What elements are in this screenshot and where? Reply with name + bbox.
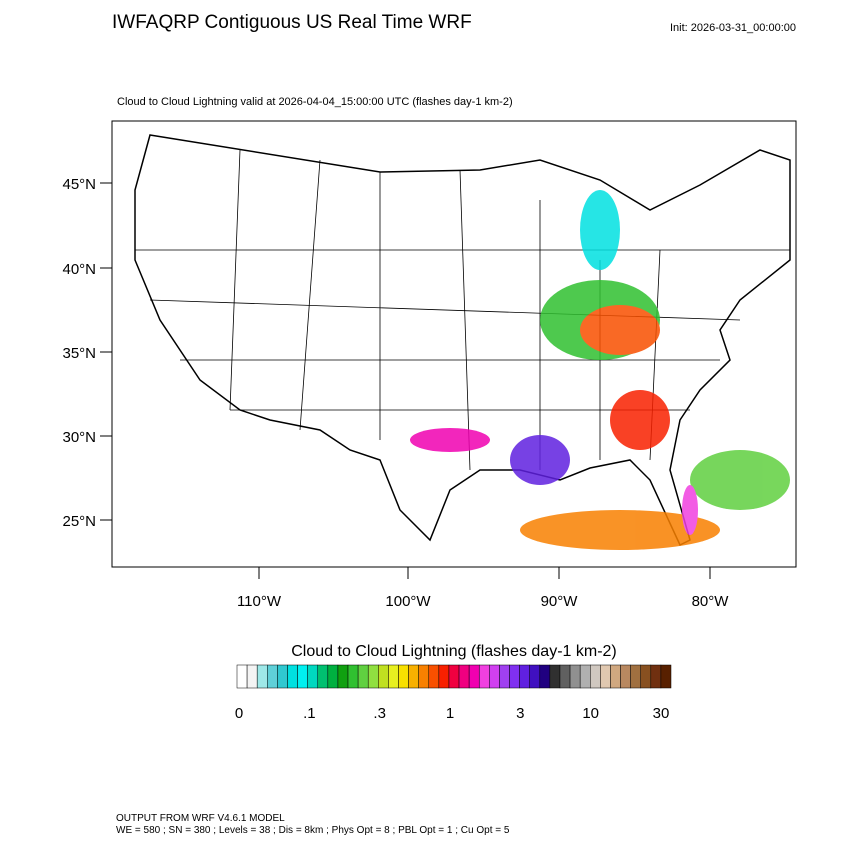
lightning-field: [410, 190, 790, 550]
map-subtitle: Cloud to Cloud Lightning valid at 2026-0…: [117, 96, 513, 108]
colorbar-box: [499, 664, 510, 689]
colorbar-box: [458, 664, 470, 689]
colorbar-box: [509, 664, 520, 689]
colorbar-box: [256, 664, 268, 689]
colorbar-box: [600, 664, 611, 689]
map: 45°N 40°N 35°N 30°N 25°N 110°W 100°W 90°W 80°W: [62, 120, 797, 610]
colorbar-box: [388, 664, 399, 689]
lat-label: 45°N: [62, 176, 96, 193]
map-frame: [111, 120, 797, 568]
colorbar-box: [327, 664, 339, 689]
colorbar-box: [610, 664, 621, 689]
colorbar-box: [620, 664, 631, 689]
init-time: Init: 2026-03-31_00:00:00: [670, 22, 796, 34]
colorbar-label: 3: [516, 705, 524, 722]
colorbar-box: [317, 664, 329, 689]
state-lines: [135, 149, 790, 471]
colorbar-label: 30: [653, 705, 670, 722]
colorbar-box: [357, 664, 369, 689]
colorbar-box: [277, 664, 288, 689]
colorbar-box: [579, 664, 591, 689]
colorbar-title: Cloud to Cloud Lightning (flashes day-1 …: [291, 643, 617, 660]
lon-label: 80°W: [692, 593, 730, 610]
colorbar: 0 .1 .3 1 3 10 30: [235, 664, 672, 722]
colorbar-box: [489, 664, 500, 689]
colorbar-box: [246, 664, 258, 689]
colorbar-label: .3: [373, 705, 386, 722]
title: IWFAQRP Contiguous US Real Time WRF: [112, 12, 472, 33]
colorbar-box: [297, 664, 308, 689]
lat-label: 30°N: [62, 429, 96, 446]
colorbar-box: [569, 664, 581, 689]
lat-label: 35°N: [62, 345, 96, 362]
colorbar-box: [640, 664, 652, 689]
colorbar-box: [590, 664, 601, 689]
colorbar-label: 0: [235, 705, 243, 722]
lat-label: 40°N: [62, 261, 96, 278]
colorbar-box: [660, 664, 672, 689]
colorbar-box: [347, 664, 359, 689]
colorbar-box: [650, 664, 662, 689]
lon-label: 90°W: [541, 593, 579, 610]
colorbar-box: [448, 664, 460, 689]
colorbar-box: [438, 664, 450, 689]
lat-label: 25°N: [62, 513, 96, 530]
colorbar-box: [378, 664, 389, 689]
colorbar-box: [287, 664, 298, 689]
colorbar-box: [529, 664, 541, 689]
colorbar-box: [307, 664, 318, 689]
colorbar-box: [418, 664, 430, 689]
lon-label: 100°W: [385, 593, 431, 610]
colorbar-box: [337, 664, 349, 689]
colorbar-label: .1: [303, 705, 316, 722]
colorbar-box: [428, 664, 440, 689]
lon-label: 110°W: [237, 593, 282, 610]
colorbar-box: [478, 664, 490, 689]
colorbar-box: [549, 664, 561, 689]
colorbar-box: [630, 664, 641, 689]
colorbar-label: 1: [446, 705, 454, 722]
colorbar-box: [398, 664, 409, 689]
colorbar-box: [236, 664, 248, 689]
colorbar-box: [267, 664, 278, 689]
colorbar-label: 10: [582, 705, 599, 722]
footer-line: OUTPUT FROM WRF V4.6.1 MODEL: [116, 813, 285, 824]
colorbar-box: [559, 664, 571, 689]
colorbar-box: [367, 664, 379, 689]
colorbar-box: [408, 664, 419, 689]
colorbar-box: [468, 664, 480, 689]
colorbar-box: [539, 664, 551, 689]
footer-line: WE = 580 ; SN = 380 ; Levels = 38 ; Dis …: [116, 825, 510, 836]
colorbar-box: [519, 664, 530, 689]
